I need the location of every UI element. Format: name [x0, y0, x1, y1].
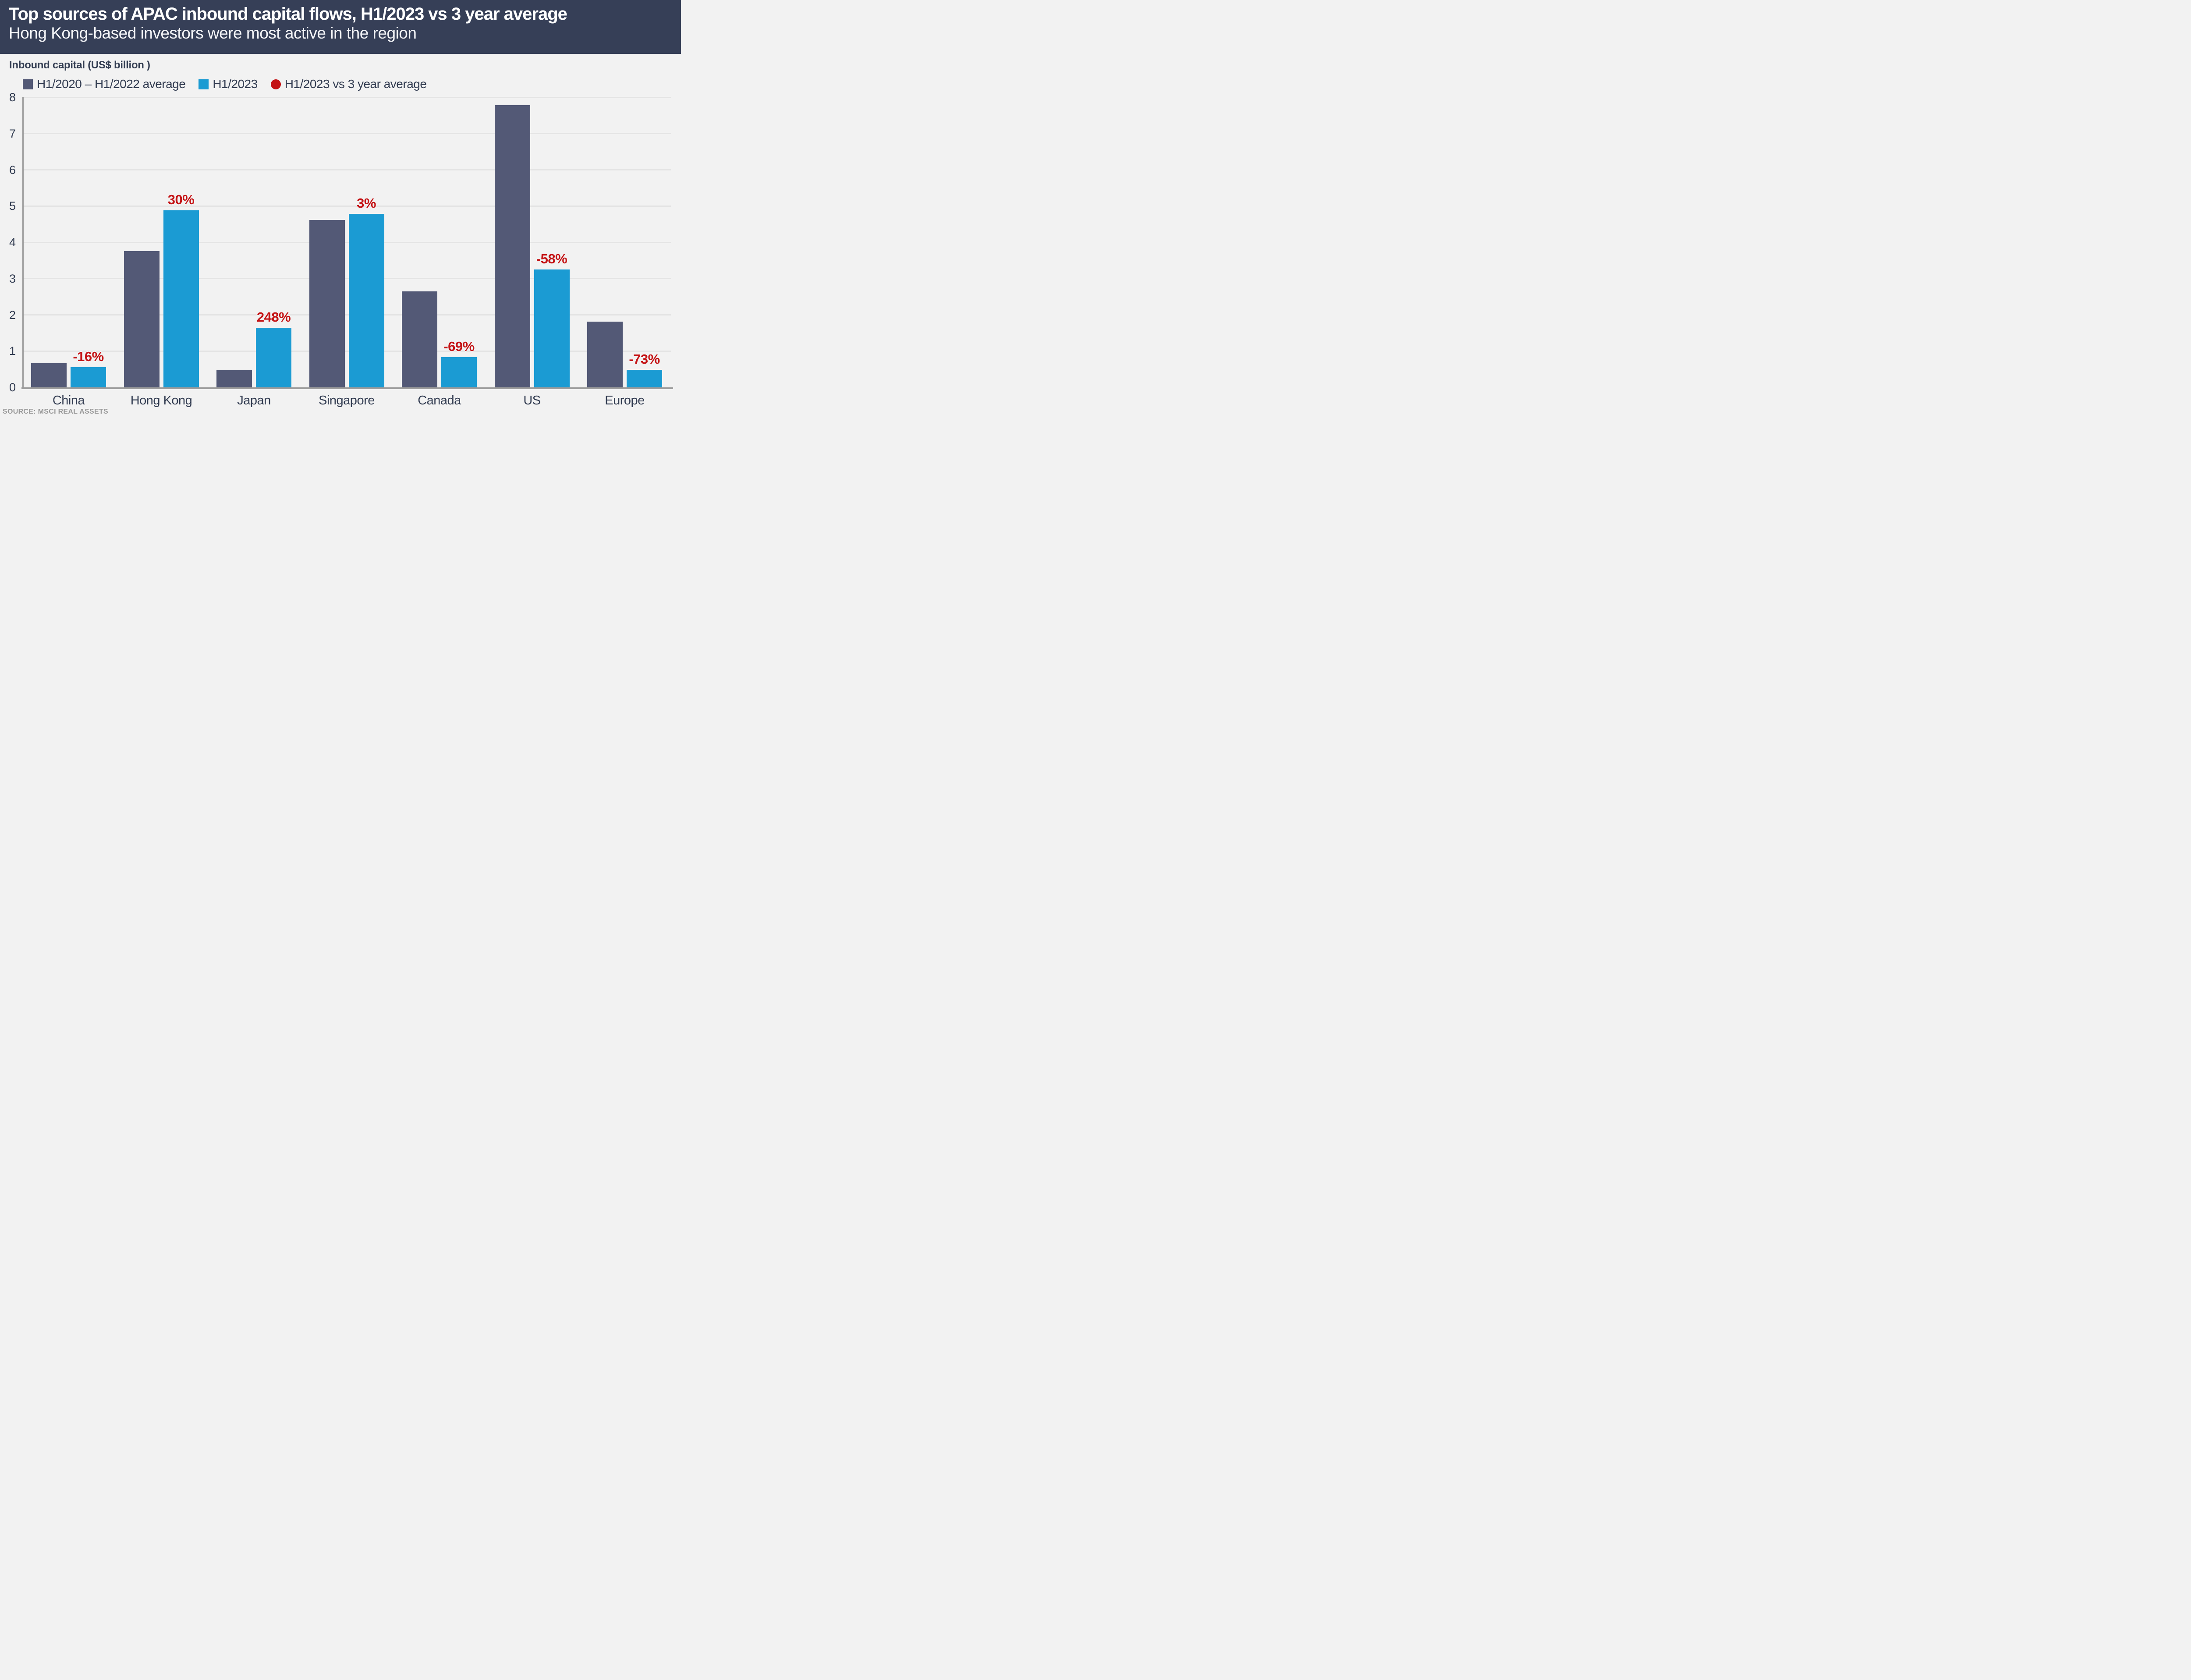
x-category-label-us: US: [523, 393, 541, 408]
x-category-label-singapore: Singapore: [319, 393, 375, 408]
source-credit: SOURCE: MSCI REAL ASSETS: [3, 408, 109, 415]
pct-change-label-hong-kong: 30%: [167, 192, 195, 208]
legend-circle-swatch-icon: [270, 79, 281, 89]
pct-change-label-canada: -69%: [443, 339, 475, 354]
bar-chart-plot-area: 0 1 2 3 4 5 6 7 8 -16% China 30% Hong Kong 248% Japan 3…: [0, 0, 681, 420]
gridline-y-8: [22, 96, 671, 98]
bar-h1-2023-canada: [441, 357, 477, 387]
bar-h1-2023-europe: [627, 370, 662, 387]
x-category-label-europe: Europe: [605, 393, 645, 408]
bar-h1-2023-us: [534, 269, 570, 387]
gridline-y-6: [22, 169, 671, 170]
x-category-label-japan: Japan: [237, 393, 271, 408]
pct-change-label-china: -16%: [73, 348, 104, 364]
gridline-y-2: [22, 314, 671, 315]
y-tick-label-5: 5: [9, 199, 16, 213]
bar-average-hong-kong: [124, 251, 160, 387]
y-tick-label-3: 3: [9, 272, 16, 285]
gridline-y-5: [22, 205, 671, 207]
bar-average-japan: [216, 370, 252, 387]
legend-item-h1-2023-vs-3-year-average: H1/2023 vs 3 year average: [270, 77, 427, 91]
bar-h1-2023-hong-kong: [163, 210, 199, 387]
x-category-label-canada: Canada: [418, 393, 461, 408]
legend-square-swatch-icon: [199, 79, 209, 89]
chart-legend: H1/2020 – H1/2022 average H1/2023 H1/2023 …: [23, 77, 427, 91]
y-axis-title: Inbound capital (US$ billion ): [9, 59, 150, 71]
legend-square-swatch-icon: [23, 79, 33, 89]
bar-average-us: [494, 105, 530, 387]
y-tick-label-2: 2: [9, 308, 16, 322]
bar-average-canada: [402, 291, 437, 387]
x-category-label-hong-kong: Hong Kong: [130, 393, 192, 408]
bar-average-singapore: [309, 220, 345, 387]
legend-label: H1/2020 – H1/2022 average: [37, 77, 186, 91]
chart-header: Top sources of APAC inbound capital flow…: [0, 0, 681, 54]
y-tick-label-4: 4: [9, 236, 16, 249]
y-tick-label-1: 1: [9, 344, 16, 358]
y-tick-label-7: 7: [9, 127, 16, 140]
y-axis-line: [22, 97, 24, 387]
x-category-label-china: China: [52, 393, 85, 408]
page-title: Top sources of APAC inbound capital flow…: [9, 4, 567, 24]
bar-average-china: [31, 363, 67, 387]
legend-item-h1-2023: H1/2023: [199, 77, 258, 91]
pct-change-label-europe: -73%: [629, 351, 660, 367]
bar-h1-2023-japan: [256, 328, 291, 387]
legend-item-h1-2020-h1-2022-average: H1/2020 – H1/2022 average: [23, 77, 186, 91]
x-axis-line: [21, 387, 673, 389]
y-tick-label-0: 0: [9, 381, 16, 394]
pct-change-label-japan: 248%: [256, 309, 291, 325]
gridline-y-4: [22, 241, 671, 243]
y-tick-label-8: 8: [9, 91, 16, 104]
pct-change-label-singapore: 3%: [357, 195, 376, 211]
bar-h1-2023-singapore: [348, 214, 384, 387]
legend-label: H1/2023: [213, 77, 258, 91]
gridline-y-7: [22, 133, 671, 135]
page-subtitle: Hong Kong-based investors were most acti…: [9, 24, 417, 42]
pct-change-label-us: -58%: [536, 251, 567, 267]
gridline-y-3: [22, 278, 671, 280]
y-tick-label-6: 6: [9, 163, 16, 177]
gridline-y-1: [22, 350, 671, 352]
bar-h1-2023-china: [71, 367, 106, 387]
bar-average-europe: [587, 322, 623, 387]
legend-label: H1/2023 vs 3 year average: [284, 77, 427, 91]
